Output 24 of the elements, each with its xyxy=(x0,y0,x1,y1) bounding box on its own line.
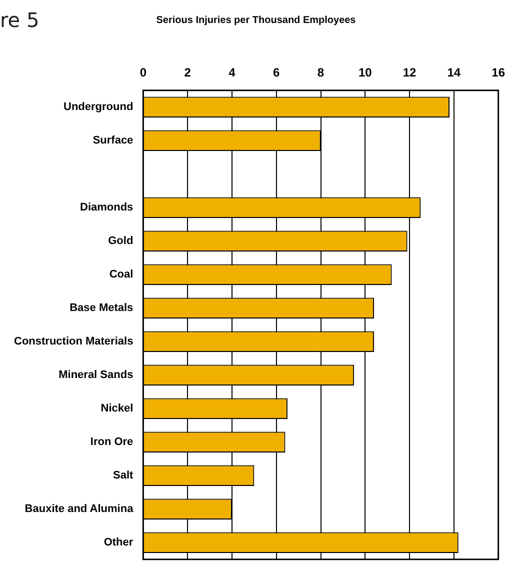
x-tick-label: 10 xyxy=(358,66,372,80)
x-tick-label: 2 xyxy=(184,66,192,80)
x-tick-label: 8 xyxy=(317,66,324,80)
y-tick-label: Bauxite and Alumina xyxy=(24,503,134,516)
chart-title: Serious Injuries per Thousand Employees xyxy=(156,14,356,26)
x-tick-label: 6 xyxy=(273,66,280,80)
y-tick-label: Nickel xyxy=(100,402,134,415)
y-tick-label: Diamonds xyxy=(80,202,134,214)
y-tick-label: Gold xyxy=(108,235,134,248)
y-tick-label: Mineral Sands xyxy=(58,369,134,382)
text: re 5 xyxy=(0,8,40,32)
x-tick-label: 16 xyxy=(492,66,506,80)
y-tick-label: Coal xyxy=(109,268,134,281)
x-tick-label: 0 xyxy=(140,66,147,80)
y-tick-label: Underground xyxy=(64,101,134,114)
x-tick-label: 12 xyxy=(402,66,417,80)
y-tick-label: Salt xyxy=(112,470,134,482)
y-tick-label: Surface xyxy=(92,134,134,147)
y-tick-label: Construction Materials xyxy=(14,336,134,348)
x-tick-label: 14 xyxy=(447,66,461,80)
y-tick-label: Other xyxy=(104,536,134,549)
x-tick-label: 4 xyxy=(228,66,236,80)
y-tick-label: Base Metals xyxy=(70,302,134,314)
y-tick-label: Iron Ore xyxy=(90,436,134,448)
